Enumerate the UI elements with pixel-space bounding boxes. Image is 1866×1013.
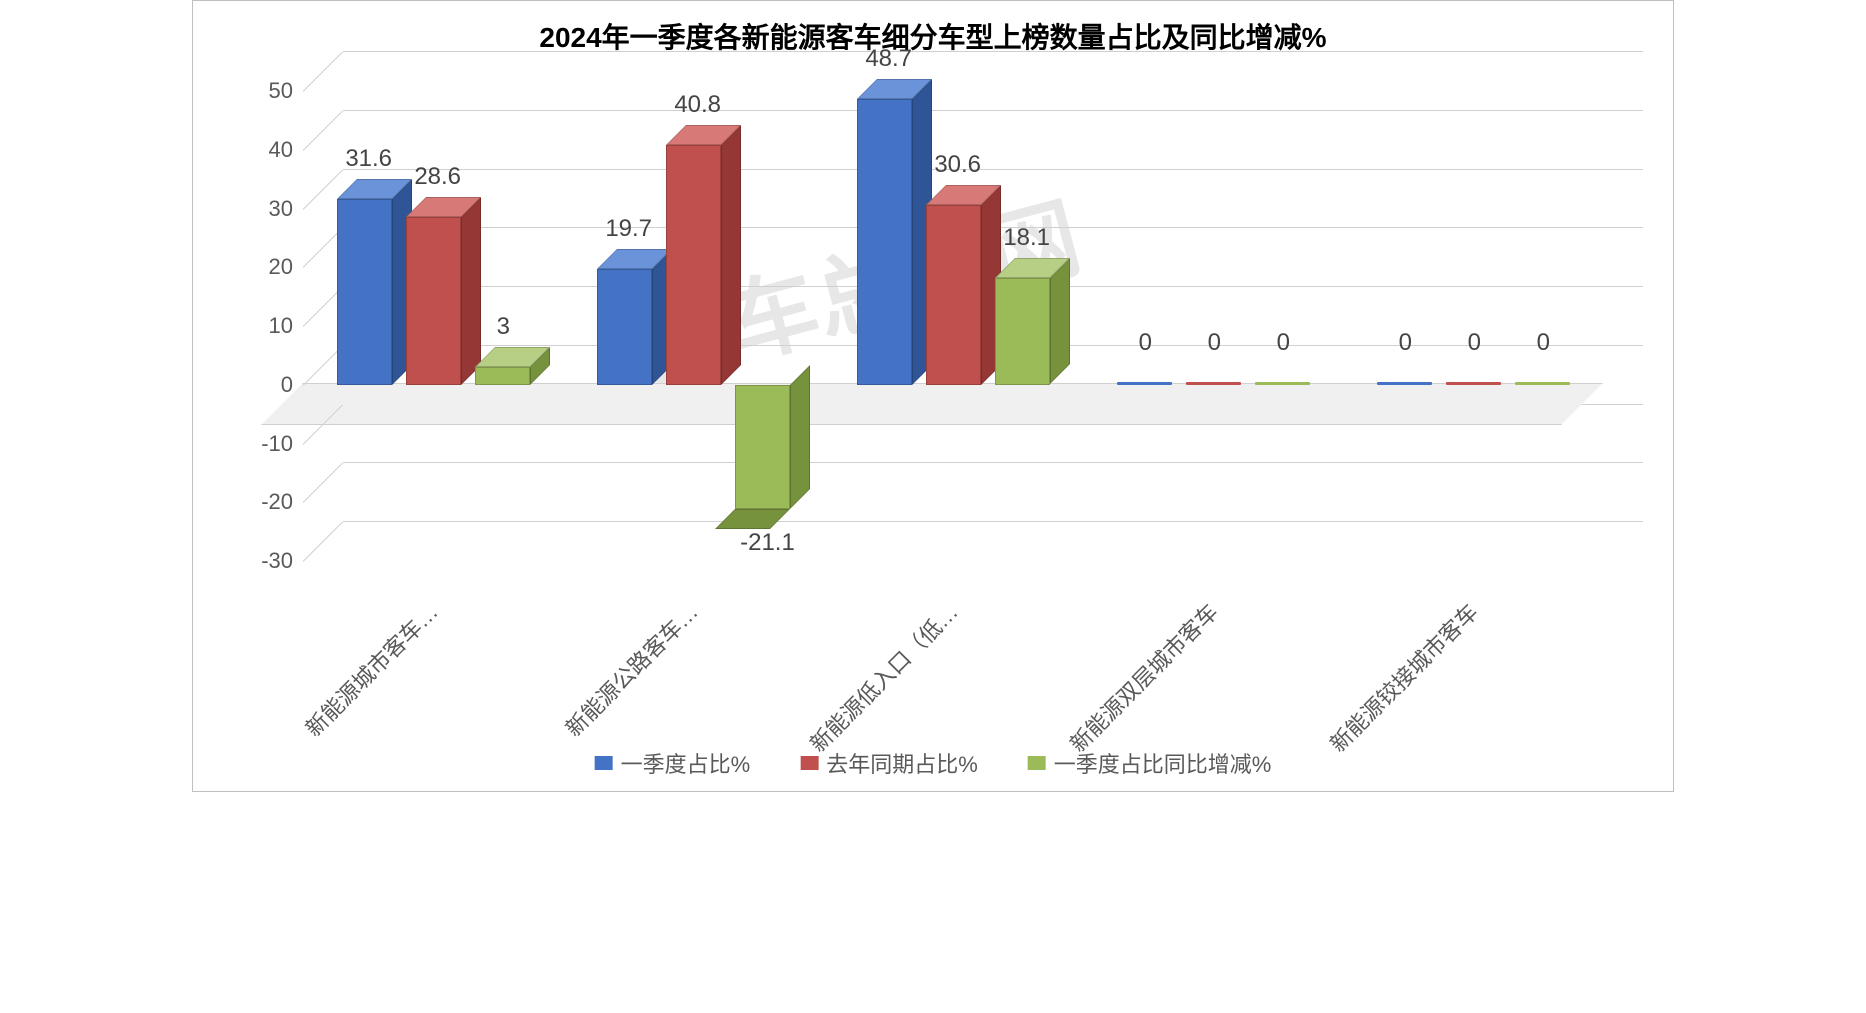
y-tick-label: -30	[261, 548, 293, 574]
bar-front	[597, 269, 652, 385]
legend-swatch	[1028, 756, 1046, 770]
bar-front	[995, 278, 1050, 384]
data-label: 18.1	[1003, 224, 1050, 252]
bar	[337, 199, 392, 385]
y-tick-label: 20	[269, 254, 293, 280]
legend-label: 一季度占比同比增减%	[1054, 747, 1272, 779]
grid-line	[343, 110, 1643, 111]
data-label: 0	[1468, 329, 1481, 357]
bar	[926, 205, 981, 385]
bar-zero	[1515, 382, 1570, 385]
bar-zero	[1186, 382, 1241, 385]
legend-label: 去年同期占比%	[826, 747, 978, 779]
bar-front	[406, 217, 461, 385]
bar-zero	[1446, 382, 1501, 385]
grid-line-diag	[303, 522, 343, 562]
grid-line	[343, 169, 1643, 170]
legend-swatch	[595, 756, 613, 770]
data-label: 40.8	[674, 91, 721, 119]
data-label: -21.1	[740, 529, 795, 557]
data-label: 31.6	[345, 145, 392, 173]
grid-line-diag	[303, 110, 343, 150]
bar	[735, 385, 790, 509]
bar-zero	[1117, 382, 1172, 385]
data-label: 3	[497, 313, 510, 341]
chart-title: 2024年一季度各新能源客车细分车型上榜数量占比及同比增减%	[193, 1, 1673, 56]
y-tick-label: 50	[269, 78, 293, 104]
bar-side-face	[790, 365, 810, 509]
legend-item: 去年同期占比%	[800, 747, 978, 779]
legend: 一季度占比% 去年同期占比% 一季度占比同比增减%	[595, 747, 1272, 779]
y-tick-label: 0	[281, 372, 293, 398]
y-tick-label: 40	[269, 137, 293, 163]
bar-front	[666, 145, 721, 385]
data-label: 0	[1399, 329, 1412, 357]
legend-label: 一季度占比%	[621, 747, 751, 779]
bar	[666, 145, 721, 385]
legend-item: 一季度占比同比增减%	[1028, 747, 1272, 779]
grid-line	[343, 521, 1643, 522]
y-tick-label: -10	[261, 431, 293, 457]
bar-zero	[1377, 382, 1432, 385]
bar-side-face	[461, 197, 481, 385]
grid-line-diag	[303, 52, 343, 92]
chart-floor	[261, 383, 1603, 425]
x-category-label: 新能源双层城市客车	[1062, 596, 1225, 759]
data-label: 30.6	[934, 151, 981, 179]
bar-front	[475, 367, 530, 385]
x-category-label: 新能源低入口（低…	[802, 596, 965, 759]
data-label: 0	[1277, 329, 1290, 357]
y-tick-label: -20	[261, 489, 293, 515]
bar-zero	[1255, 382, 1310, 385]
bar-side-face	[721, 125, 741, 385]
bar-front	[926, 205, 981, 385]
data-label: 28.6	[414, 163, 461, 191]
bar	[857, 99, 912, 385]
bar	[995, 278, 1050, 384]
chart-container: 2024年一季度各新能源客车细分车型上榜数量占比及同比增减% 汽车总站网 -30…	[192, 0, 1674, 792]
bar-side-face	[1050, 258, 1070, 384]
bar-front	[857, 99, 912, 385]
y-tick-label: 30	[269, 196, 293, 222]
data-label: 48.7	[865, 45, 912, 73]
grid-line	[343, 462, 1643, 463]
y-tick-label: 10	[269, 313, 293, 339]
bar-front	[735, 385, 790, 509]
x-category-label: 新能源城市客车…	[297, 596, 444, 743]
plot-area: -30-20-1001020304050 新能源城市客车…31.628.63新能…	[303, 91, 1603, 561]
legend-item: 一季度占比%	[595, 747, 751, 779]
grid-line	[343, 51, 1643, 52]
bar-front	[337, 199, 392, 385]
grid-line-diag	[303, 463, 343, 503]
data-label: 0	[1139, 329, 1152, 357]
bar	[475, 367, 530, 385]
legend-swatch	[800, 756, 818, 770]
bar	[597, 269, 652, 385]
bar	[406, 217, 461, 385]
data-label: 19.7	[605, 215, 652, 243]
x-category-label: 新能源公路客车…	[557, 596, 704, 743]
x-category-label: 新能源铰接城市客车	[1322, 596, 1485, 759]
data-label: 0	[1537, 329, 1550, 357]
data-label: 0	[1208, 329, 1221, 357]
